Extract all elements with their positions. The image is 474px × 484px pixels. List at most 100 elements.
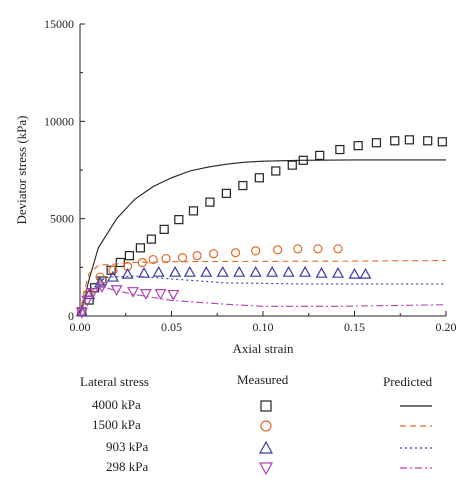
- data-point-298-kpa: [110, 285, 123, 296]
- data-point-4000-kpa: [205, 197, 215, 207]
- data-point-903-kpa: [121, 267, 134, 279]
- data-point-4000-kpa: [221, 188, 231, 198]
- data-point-298-kpa: [167, 289, 180, 301]
- data-point-903-kpa: [106, 270, 119, 282]
- data-point-298-kpa: [127, 287, 140, 298]
- data-point-4000-kpa: [298, 155, 308, 165]
- data-point-1500-kpa: [313, 244, 323, 254]
- data-point-4000-kpa: [124, 251, 135, 261]
- data-point-1500-kpa: [161, 253, 171, 264]
- y-tick-label: 15000: [44, 17, 74, 31]
- data-point-298-kpa: [154, 289, 167, 300]
- data-point-903-kpa: [169, 265, 182, 277]
- legend-line-903-kpa: [400, 447, 432, 449]
- predicted-line-4000-kpa: [79, 159, 446, 317]
- data-point-1500-kpa: [293, 244, 303, 254]
- data-point-4000-kpa: [159, 224, 169, 234]
- y-tick-label: 5000: [50, 212, 74, 226]
- data-point-903-kpa: [359, 267, 372, 279]
- data-point-903-kpa: [75, 305, 88, 317]
- data-point-903-kpa: [315, 266, 328, 278]
- data-point-903-kpa: [233, 265, 246, 277]
- data-point-1500-kpa: [273, 245, 283, 255]
- data-point-1500-kpa: [95, 272, 105, 282]
- data-point-903-kpa: [183, 265, 196, 277]
- data-point-298-kpa: [95, 282, 108, 294]
- data-point-903-kpa: [152, 265, 165, 277]
- data-point-4000-kpa: [174, 215, 184, 225]
- chart: 0.00 0.05 0.10 0.15 0.20 0 5000 10000 15000 Axial…: [14, 17, 457, 356]
- data-point-4000-kpa: [115, 257, 125, 268]
- legend-label-1500-kpa: 1500 kPa: [92, 417, 141, 432]
- data-point-4000-kpa: [188, 206, 199, 216]
- data-point-4000-kpa: [287, 160, 297, 170]
- data-point-1500-kpa: [251, 246, 261, 256]
- data-point-4000-kpa: [135, 243, 145, 253]
- legend-marker-shape: [260, 420, 272, 432]
- x-tick-label: 0.05: [161, 320, 182, 334]
- data-point-1500-kpa: [192, 251, 202, 261]
- legend-header-lateral: Lateral stress: [80, 374, 149, 389]
- x-tick-label: 0.20: [436, 320, 457, 334]
- data-point-4000-kpa: [335, 144, 345, 155]
- series-903-kpa: [75, 265, 446, 317]
- legend-marker-4000-kpa: [260, 400, 272, 412]
- data-point-298-kpa: [81, 295, 94, 307]
- data-point-4000-kpa: [437, 137, 447, 147]
- data-point-298-kpa: [86, 288, 99, 299]
- legend-header-predicted: Predicted: [383, 374, 433, 389]
- predicted-line-1500-kpa: [79, 259, 447, 317]
- series-298-kpa: [75, 282, 447, 319]
- data-point-1500-kpa: [177, 253, 188, 263]
- y-tick-label: 0: [68, 309, 74, 323]
- legend-marker-shape: [260, 400, 272, 412]
- data-point-4000-kpa: [390, 136, 400, 146]
- predicted-line-903-kpa: [79, 275, 446, 317]
- data-point-4000-kpa: [315, 150, 325, 160]
- data-point-298-kpa: [75, 307, 88, 319]
- data-point-298-kpa: [139, 289, 152, 300]
- legend-marker-903-kpa: [258, 440, 274, 454]
- legend-line-298-kpa: [400, 467, 432, 469]
- x-tick-label: 0.00: [70, 320, 91, 334]
- data-point-903-kpa: [282, 265, 295, 277]
- data-point-4000-kpa: [423, 136, 433, 146]
- data-point-1500-kpa: [230, 248, 241, 258]
- data-point-903-kpa: [348, 267, 361, 279]
- legend-marker-1500-kpa: [260, 420, 272, 432]
- legend-label-298-kpa: 298 kPa: [106, 459, 149, 474]
- data-point-4000-kpa: [353, 141, 363, 151]
- data-point-4000-kpa: [371, 138, 382, 148]
- data-point-4000-kpa: [238, 180, 248, 191]
- legend-label-4000-kpa: 4000 kPa: [92, 397, 141, 412]
- data-point-1500-kpa: [333, 244, 343, 254]
- data-point-1500-kpa: [148, 254, 158, 265]
- data-point-1500-kpa: [208, 249, 219, 259]
- data-point-4000-kpa: [404, 135, 414, 145]
- legend-marker-shape: [258, 440, 274, 454]
- legend: Lateral stress Measured Predicted 4000 k…: [0, 364, 474, 484]
- data-point-1500-kpa: [108, 265, 118, 275]
- x-tick-label: 0.15: [344, 320, 365, 334]
- x-axis-label: Axial strain: [232, 341, 294, 356]
- data-point-903-kpa: [83, 288, 96, 300]
- x-tick-label: 0.10: [253, 320, 274, 334]
- legend-label-903-kpa: 903 kPa: [106, 439, 149, 454]
- y-tick-label: 10000: [44, 114, 74, 128]
- data-point-903-kpa: [138, 266, 151, 278]
- data-point-1500-kpa: [137, 257, 147, 268]
- legend-header-measured: Measured: [237, 372, 289, 387]
- data-point-903-kpa: [266, 265, 279, 277]
- data-point-4000-kpa: [271, 166, 281, 176]
- data-point-4000-kpa: [254, 173, 264, 183]
- predicted-line-298-kpa: [79, 286, 447, 317]
- legend-line-4000-kpa: [400, 405, 432, 407]
- data-point-903-kpa: [249, 265, 262, 277]
- series-4000-kpa: [77, 135, 447, 317]
- legend-marker-shape: [258, 462, 274, 476]
- data-point-903-kpa: [216, 265, 229, 277]
- data-point-4000-kpa: [146, 234, 156, 244]
- y-axis-label: Deviator stress (kPa): [14, 115, 29, 224]
- data-point-903-kpa: [332, 266, 345, 278]
- legend-marker-298-kpa: [258, 462, 274, 476]
